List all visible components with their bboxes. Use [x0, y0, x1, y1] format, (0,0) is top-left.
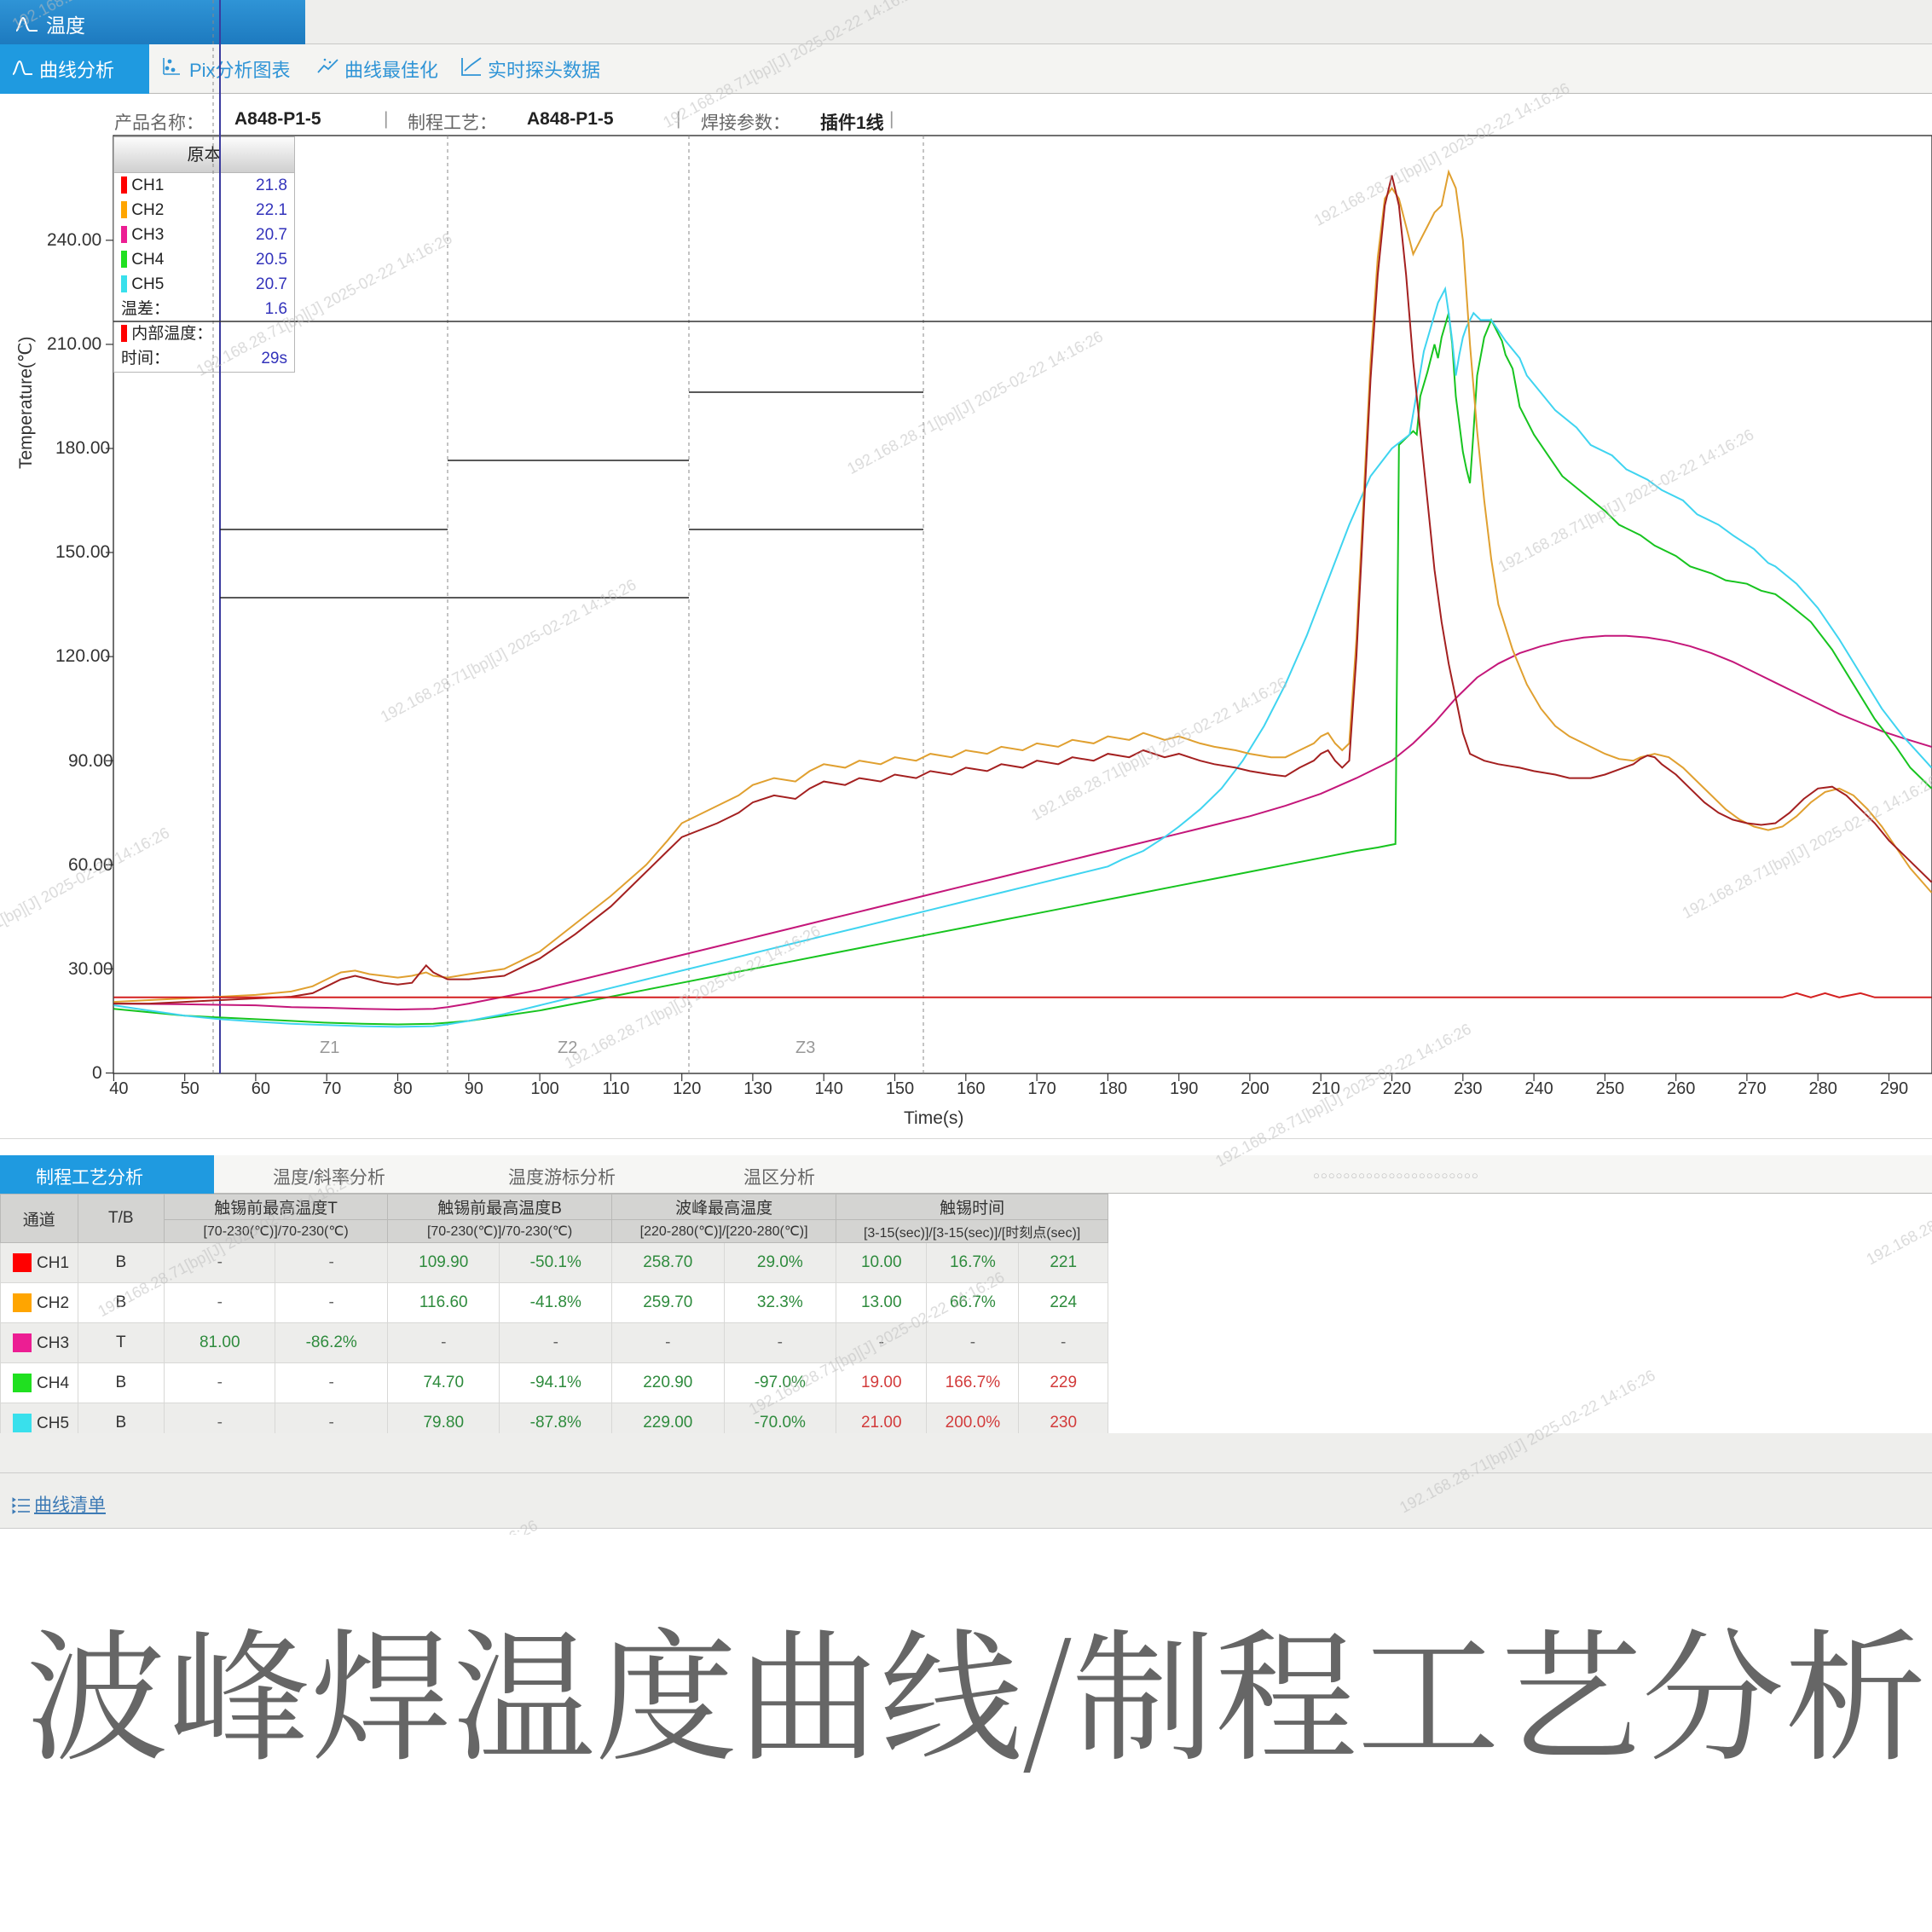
svg-text:Z2: Z2	[558, 1038, 577, 1057]
svg-text:Z1: Z1	[320, 1038, 339, 1057]
svg-text:Z3: Z3	[795, 1038, 815, 1057]
